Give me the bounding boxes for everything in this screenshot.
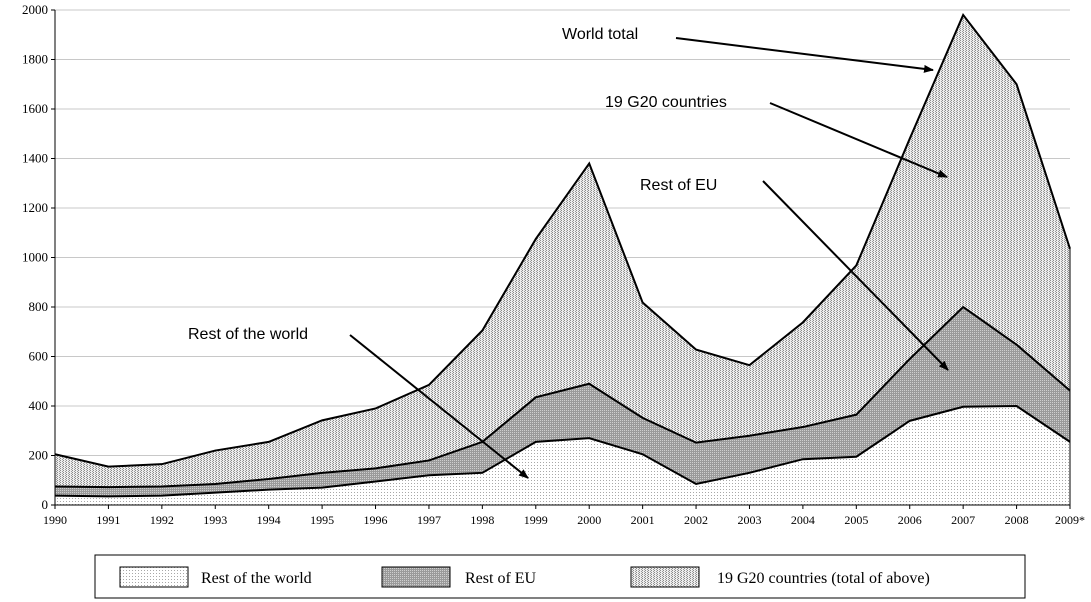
series-lines <box>54 12 1071 505</box>
legend-swatch-g20 <box>630 566 700 588</box>
legend-label-g20: 19 G20 countries (total of above) <box>717 570 930 587</box>
x-tick-label: 1997 <box>417 513 441 527</box>
x-tick-labels: 1990 1991 1992 1993 1994 1995 1996 1997 1998 1999… <box>43 513 1085 527</box>
x-tick-label: 2004 <box>791 513 815 527</box>
y-tick-labels: 0 200 400 600 800 1000 1200 1400 1600 1800 2000 <box>22 2 48 512</box>
x-tick-label: 2001 <box>631 513 655 527</box>
legend: Rest of the world Rest of EU 19 G20 coun… <box>94 554 1026 599</box>
y-tick-label: 1200 <box>22 200 48 215</box>
x-tick-label: 2003 <box>737 513 761 527</box>
x-tick-label: 1996 <box>364 513 388 527</box>
arrow-g20-countries <box>769 102 948 178</box>
x-tick-label: 2005 <box>844 513 868 527</box>
y-tick-label: 1400 <box>22 151 48 166</box>
legend-label-rest-of-world: Rest of the world <box>201 570 312 587</box>
y-tick-label: 1600 <box>22 101 48 116</box>
x-tick-label: 1995 <box>310 513 334 527</box>
legend-swatch-rest-of-eu <box>381 566 451 588</box>
x-tick-label: 2009* <box>1055 513 1085 527</box>
legend-label-rest-of-eu: Rest of EU <box>465 570 537 587</box>
x-tick-label: 1998 <box>470 513 494 527</box>
y-tick-label: 1000 <box>22 250 48 265</box>
x-tick-label: 2000 <box>577 513 601 527</box>
x-tick-label: 1994 <box>257 513 281 527</box>
arrow-rest-of-eu <box>762 180 949 371</box>
x-tick-label: 1993 <box>203 513 227 527</box>
arrow-rest-of-world <box>349 334 529 479</box>
area-rest-of-eu <box>55 307 1070 497</box>
x-tick-label: 1991 <box>96 513 120 527</box>
x-tick-label: 2002 <box>684 513 708 527</box>
arrow-world-total <box>675 37 934 73</box>
x-tick-label: 1992 <box>150 513 174 527</box>
x-tick-label: 2008 <box>1005 513 1029 527</box>
y-tick-label: 600 <box>29 349 49 364</box>
y-tick-label: 800 <box>29 299 49 314</box>
y-tick-label: 200 <box>29 448 49 463</box>
area-g20-countries <box>55 14 1070 488</box>
y-tick-label: 400 <box>29 398 49 413</box>
x-tick-label: 1990 <box>43 513 67 527</box>
line-world-total <box>54 12 1071 468</box>
line-rest-of-world <box>54 404 1071 498</box>
line-rest-of-eu <box>54 305 1071 489</box>
annotation-g20-countries: 19 G20 countries <box>605 94 727 111</box>
y-tick-label: 1800 <box>22 52 48 67</box>
annotations: World total 19 G20 countries Rest of EU … <box>188 26 949 479</box>
x-tick-label: 1999 <box>524 513 548 527</box>
annotation-rest-of-world: Rest of the world <box>188 326 308 343</box>
legend-swatch-rest-of-world <box>119 566 189 588</box>
y-tick-label: 2000 <box>22 2 48 17</box>
plot-areas <box>55 14 1070 505</box>
annotation-world-total: World total <box>562 26 638 43</box>
x-tick-label: 2006 <box>898 513 922 527</box>
y-tick-label: 0 <box>42 497 49 512</box>
x-tick-label: 2007 <box>951 513 975 527</box>
axes <box>51 9 1071 509</box>
legend-box <box>94 554 1026 599</box>
area-rest-of-world <box>55 406 1070 505</box>
annotation-rest-of-eu: Rest of EU <box>640 177 717 194</box>
